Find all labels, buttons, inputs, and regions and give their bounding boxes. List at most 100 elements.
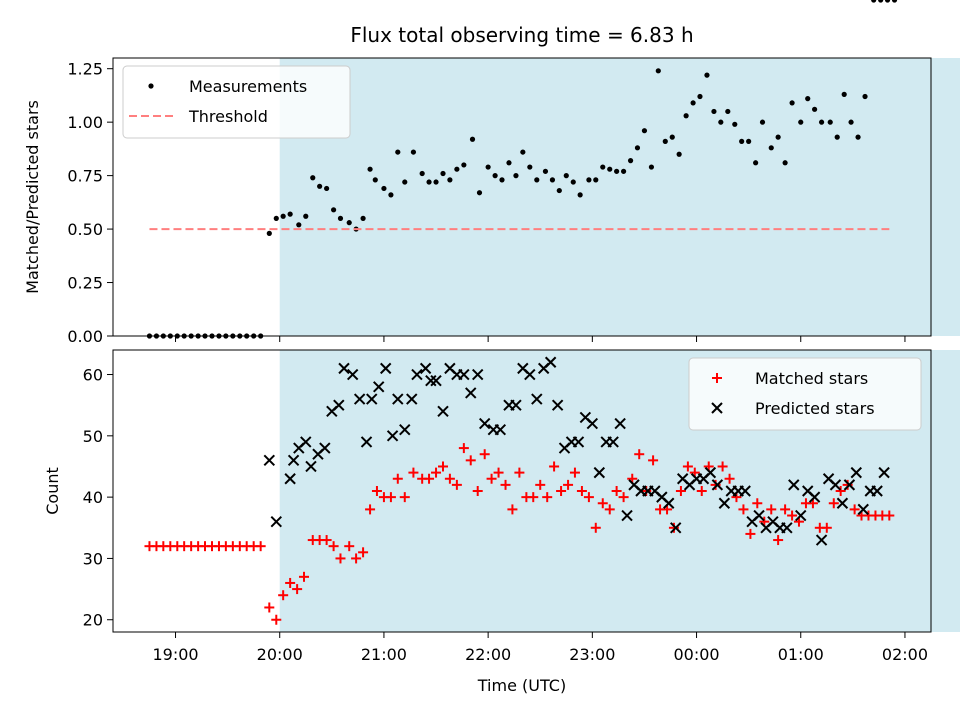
- data-point: [280, 213, 286, 219]
- marker-stroke: [287, 454, 300, 467]
- marker-stroke: [669, 522, 682, 534]
- data-point: [395, 149, 401, 155]
- data-point: [775, 134, 781, 140]
- data-point: [366, 393, 378, 405]
- data-point: [718, 119, 724, 125]
- data-point: [360, 436, 373, 448]
- series-measurements: [146, 0, 898, 339]
- data-point: [607, 166, 613, 172]
- data-point: [524, 368, 536, 381]
- data-point: [572, 436, 585, 448]
- data-point: [476, 190, 483, 196]
- data-point: [827, 119, 833, 125]
- data-point: [270, 515, 282, 528]
- data-point: [739, 138, 745, 144]
- data-point: [365, 504, 376, 515]
- data-point: [669, 134, 675, 140]
- data-point: [551, 399, 564, 411]
- marker-stroke: [524, 368, 536, 381]
- marker-stroke: [704, 466, 717, 479]
- data-point: [461, 162, 467, 168]
- data-point: [834, 134, 840, 140]
- marker-stroke: [300, 436, 312, 448]
- data-point: [586, 417, 599, 430]
- y-tick-label: 60: [83, 366, 103, 385]
- legend-label: Threshold: [188, 107, 268, 126]
- marker-stroke: [465, 387, 477, 399]
- data-point: [513, 173, 519, 179]
- data-point: [569, 467, 580, 478]
- data-point: [891, 0, 898, 3]
- data-point: [410, 149, 417, 155]
- data-point: [781, 522, 793, 534]
- data-point: [583, 492, 594, 503]
- data-point: [725, 108, 731, 115]
- data-point: [818, 119, 825, 125]
- data-point: [392, 473, 403, 484]
- marker-stroke: [795, 509, 807, 522]
- data-point: [607, 436, 619, 448]
- data-point: [871, 0, 877, 3]
- data-point: [458, 443, 469, 454]
- legend-label: Measurements: [189, 77, 307, 96]
- data-point: [328, 541, 339, 552]
- data-point: [447, 177, 453, 183]
- data-point: [620, 168, 627, 174]
- data-point: [682, 461, 693, 472]
- data-point: [690, 100, 696, 106]
- y-tick-label: 30: [83, 549, 103, 568]
- data-point: [789, 100, 795, 106]
- marker-stroke: [572, 436, 585, 448]
- data-point: [287, 454, 300, 467]
- legend-label: Matched stars: [755, 369, 868, 388]
- data-point: [563, 479, 574, 490]
- legend-label: Predicted stars: [755, 399, 875, 418]
- marker-stroke: [406, 393, 418, 405]
- data-point: [292, 584, 303, 595]
- marker-stroke: [425, 374, 437, 387]
- ratio-panel: 0.00 0.25 0.50 0.75 1.00 1.25 Matched/Predicte…: [23, 0, 960, 346]
- legend: Matched stars Predicted stars: [688, 357, 922, 431]
- marker-stroke: [517, 362, 529, 375]
- marker-stroke: [338, 362, 350, 375]
- marker-stroke: [386, 430, 399, 442]
- count-panel: 20 30 40 50 60 19:00 20:00 21:00 22:00 23:00 00:00…: [43, 349, 960, 664]
- plot-frame: [112, 57, 932, 337]
- marker-stroke: [531, 393, 543, 405]
- data-point: [379, 362, 392, 375]
- x-tick-label: 23:00: [569, 645, 615, 664]
- data-point: [871, 485, 883, 497]
- data-point: [704, 72, 710, 78]
- data-point: [745, 528, 756, 539]
- data-point: [310, 175, 316, 181]
- data-point: [324, 185, 330, 192]
- data-point: [285, 577, 296, 588]
- data-point: [857, 503, 869, 516]
- data-point: [493, 467, 504, 478]
- data-point: [514, 467, 525, 478]
- data-point: [676, 151, 682, 157]
- data-point: [472, 368, 484, 381]
- marker-stroke: [284, 473, 296, 485]
- series-predicted-stars: [263, 356, 890, 546]
- marker-stroke: [822, 473, 835, 485]
- legend-box: [122, 65, 351, 139]
- data-point: [438, 461, 449, 472]
- data-point: [614, 168, 620, 174]
- data-point: [542, 168, 549, 174]
- data-point: [576, 486, 587, 496]
- data-point: [520, 149, 526, 155]
- y-axis-label: Matched/Predicted stars: [23, 100, 42, 294]
- marker-stroke: [458, 368, 470, 381]
- data-point: [841, 91, 847, 97]
- data-point: [795, 509, 807, 522]
- marker-stroke: [373, 381, 385, 393]
- y-tick-label: 40: [83, 488, 103, 507]
- data-point: [344, 541, 355, 552]
- legend: Measurements Threshold: [122, 65, 351, 139]
- data-point: [424, 473, 435, 484]
- marker-stroke: [437, 405, 449, 418]
- data-point: [440, 170, 446, 177]
- data-point: [335, 553, 346, 564]
- marker-stroke: [857, 503, 869, 516]
